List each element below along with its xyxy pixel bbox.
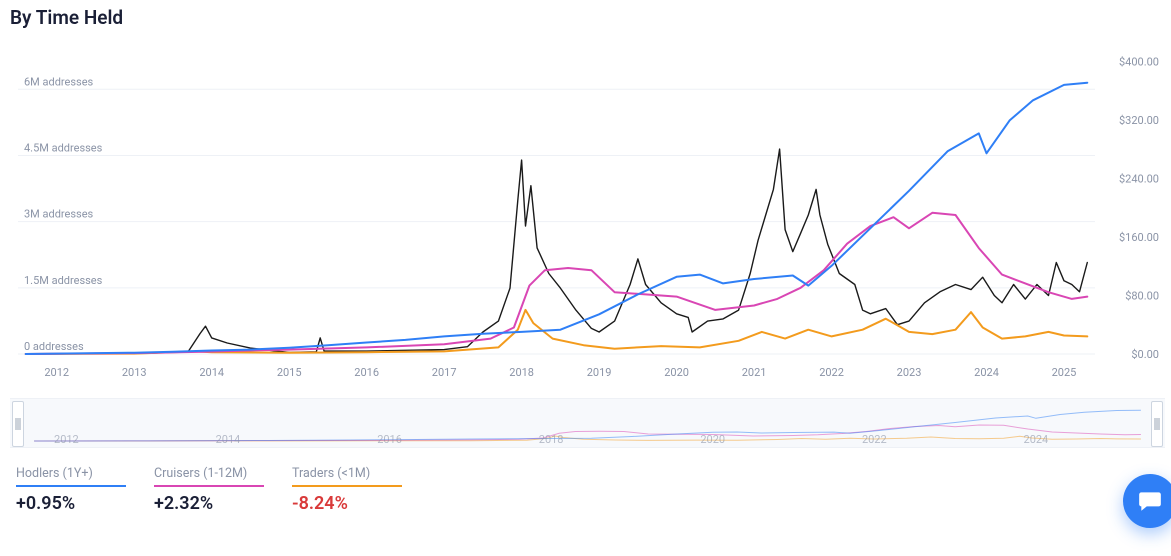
svg-text:6M addresses: 6M addresses [24, 75, 94, 88]
svg-text:$320.00: $320.00 [1119, 114, 1159, 127]
legend-item-cruisers[interactable]: Cruisers (1-12M) +2.32% [154, 466, 264, 514]
legend-item-hodlers[interactable]: Hodlers (1Y+) +0.95% [16, 466, 126, 514]
svg-text:2020: 2020 [664, 366, 689, 379]
svg-text:2020: 2020 [700, 433, 725, 446]
legend-value: +2.32% [154, 493, 264, 514]
svg-text:2015: 2015 [277, 366, 302, 379]
svg-text:$240.00: $240.00 [1119, 172, 1159, 185]
svg-text:$0.00: $0.00 [1131, 348, 1159, 361]
svg-text:0 addresses: 0 addresses [24, 340, 84, 353]
svg-text:$400.00: $400.00 [1119, 55, 1159, 68]
svg-text:2012: 2012 [54, 433, 79, 446]
svg-text:4.5M addresses: 4.5M addresses [24, 141, 103, 154]
svg-text:$80.00: $80.00 [1125, 289, 1159, 302]
legend-label: Cruisers (1-12M) [154, 466, 264, 487]
legend-item-traders[interactable]: Traders (<1M) -8.24% [292, 466, 402, 514]
svg-text:2022: 2022 [862, 433, 887, 446]
chat-icon [1137, 488, 1163, 514]
svg-text:2014: 2014 [199, 366, 224, 379]
svg-text:2016: 2016 [377, 433, 402, 446]
svg-text:2018: 2018 [509, 366, 534, 379]
svg-text:2024: 2024 [974, 366, 999, 379]
svg-text:2018: 2018 [539, 433, 564, 446]
legend-value: +0.95% [16, 493, 126, 514]
svg-text:2025: 2025 [1052, 366, 1077, 379]
svg-text:2022: 2022 [819, 366, 844, 379]
page-title: By Time Held [10, 6, 123, 29]
main-chart-svg: 0 addresses 1.5M addresses 3M addresses 4.5… [10, 44, 1165, 386]
legend-label: Traders (<1M) [292, 466, 402, 487]
page-root: By Time Held 0 addresses 1.5M addresses 3M… [0, 0, 1171, 556]
main-chart[interactable]: 0 addresses 1.5M addresses 3M addresses 4.5… [10, 44, 1165, 386]
minimap-svg: 2012 2014 2016 2018 2020 2022 2024 [10, 399, 1165, 447]
svg-text:$160.00: $160.00 [1119, 231, 1159, 244]
svg-text:2013: 2013 [122, 366, 147, 379]
range-minimap[interactable]: 2012 2014 2016 2018 2020 2022 2024 [10, 398, 1165, 448]
svg-text:2017: 2017 [432, 366, 457, 379]
svg-text:2019: 2019 [587, 366, 612, 379]
svg-text:2016: 2016 [354, 366, 379, 379]
legend: Hodlers (1Y+) +0.95% Cruisers (1-12M) +2.32… [10, 466, 1165, 514]
svg-text:2012: 2012 [44, 366, 69, 379]
legend-label: Hodlers (1Y+) [16, 466, 126, 487]
svg-text:2023: 2023 [897, 366, 922, 379]
svg-text:1.5M addresses: 1.5M addresses [24, 274, 103, 287]
svg-text:2021: 2021 [742, 366, 767, 379]
chart-card: 0 addresses 1.5M addresses 3M addresses 4.5… [10, 44, 1165, 556]
svg-text:2014: 2014 [216, 433, 241, 446]
svg-text:2024: 2024 [1024, 433, 1049, 446]
chat-button[interactable] [1123, 474, 1171, 528]
legend-value: -8.24% [292, 493, 402, 514]
svg-text:3M addresses: 3M addresses [24, 208, 94, 221]
range-handle-left[interactable] [12, 401, 24, 447]
range-handle-right[interactable] [1151, 401, 1163, 447]
